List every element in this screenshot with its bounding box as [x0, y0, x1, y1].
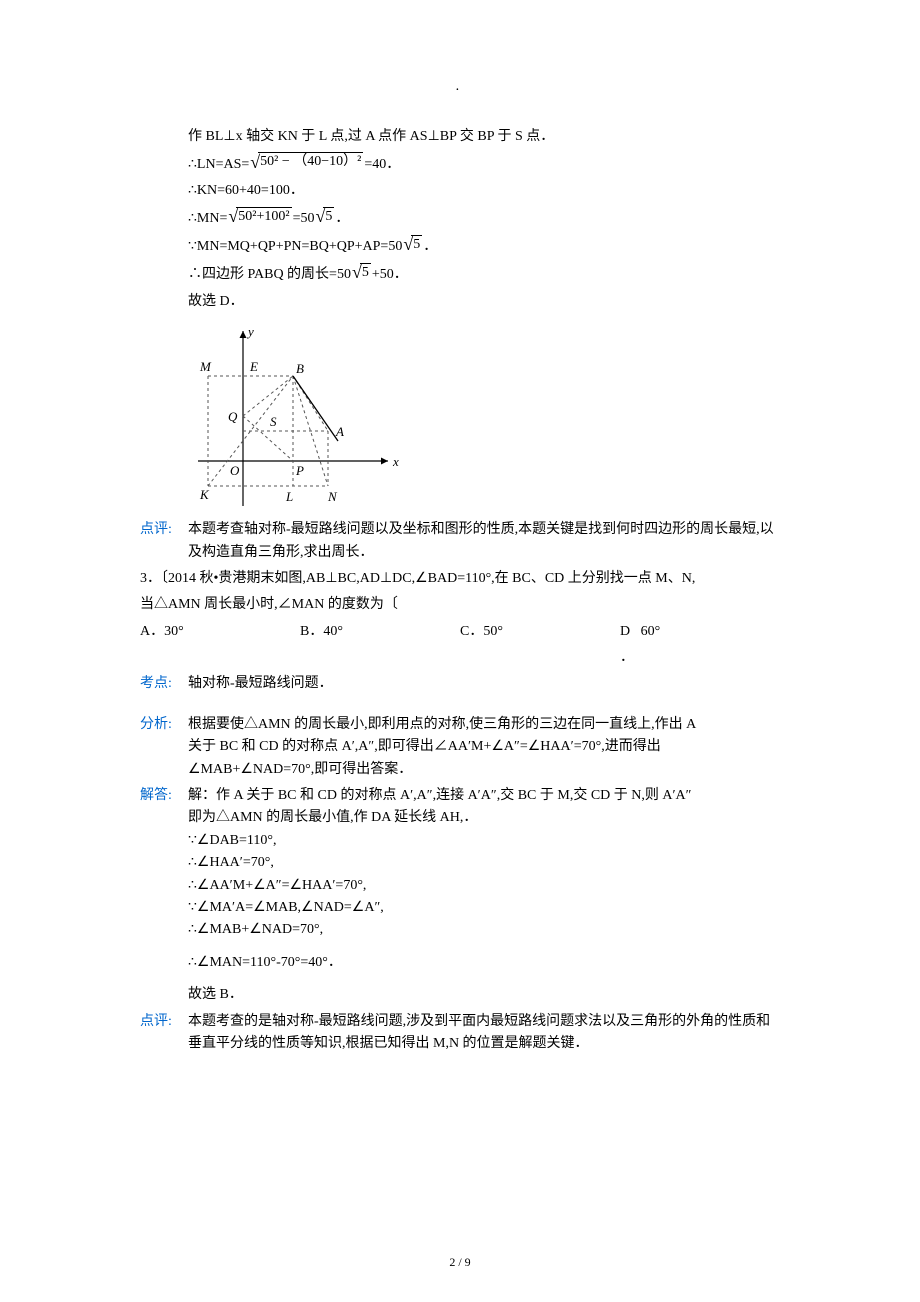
line: ∴MN= √ 50²+100² =50 √ 5 ． — [188, 207, 780, 231]
review-text-2: 本题考查的是轴对称-最短路线问题,涉及到平面内最短路线问题求法以及三角形的外角的… — [188, 1011, 780, 1056]
text: ∴四边形 PABQ 的周长=50 — [188, 264, 351, 286]
fenxi-line: ∠MAB+∠NAD=70°,即可得出答案． — [188, 759, 780, 781]
svg-text:E: E — [249, 359, 258, 374]
sqrt: √ 50² − （40−10）² — [250, 152, 363, 171]
option-b: B．40° — [300, 621, 460, 643]
svg-text:K: K — [199, 487, 210, 502]
radicand: 50² − （40−10）² — [258, 152, 363, 171]
text: =50 — [293, 208, 315, 230]
jieda-line: ∴∠MAB+∠NAD=70°, — [188, 919, 780, 941]
option-c: C．50° — [460, 621, 620, 643]
q3-stem-2: 当△AMN 周长最小时,∠MAN 的度数为〔 — [140, 594, 780, 616]
line: ∴LN=AS= √ 50² − （40−10）² =40． — [188, 152, 780, 176]
line: 作 BL⊥x 轴交 KN 于 L 点,过 A 点作 AS⊥BP 交 BP 于 S… — [188, 126, 780, 148]
jieda-line: ∵∠DAB=110°, — [188, 830, 780, 852]
page: ． 作 BL⊥x 轴交 KN 于 L 点,过 A 点作 AS⊥BP 交 BP 于… — [0, 0, 920, 1302]
review-text: 本题考查轴对称-最短路线问题以及坐标和图形的性质,本题关键是找到何时四边形的周长… — [188, 519, 780, 564]
solution-block-1: 作 BL⊥x 轴交 KN 于 L 点,过 A 点作 AS⊥BP 交 BP 于 S… — [140, 126, 780, 313]
svg-text:A: A — [335, 424, 344, 439]
fenxi-label: 分析: — [140, 714, 188, 781]
svg-text:M: M — [199, 359, 212, 374]
option-d-label: D — [620, 624, 630, 639]
jieda-line: ∴∠MAN=110°-70°=40°． — [188, 952, 780, 974]
review-label-2: 点评: — [140, 1011, 188, 1056]
review-block: 点评: 本题考查轴对称-最短路线问题以及坐标和图形的性质,本题关键是找到何时四边… — [140, 519, 780, 564]
fenxi-line: 关于 BC 和 CD 的对称点 A′,A″,即可得出∠AA′M+∠A″=∠HAA… — [188, 736, 780, 758]
page-number: 2 / 9 — [0, 1253, 920, 1272]
jieda-line: ∴∠HAA′=70°, — [188, 852, 780, 874]
line: ∴四边形 PABQ 的周长=50 √ 5 +50． — [188, 263, 780, 287]
radicand: 50²+100² — [236, 207, 291, 226]
svg-text:P: P — [295, 463, 304, 478]
option-d-dot: ． — [140, 647, 780, 669]
option-d-val: 60° — [641, 624, 661, 639]
text: =40． — [364, 154, 400, 176]
kaodian-block: 考点: 轴对称-最短路线问题． — [140, 673, 780, 695]
jieda-line: 即为△AMN 的周长最小值,作 DA 延长线 AH,． — [188, 807, 780, 829]
sqrt: √ 5 — [352, 263, 371, 282]
sqrt: √ 5 — [403, 235, 422, 254]
q3-stem-1: 3．〔2014 秋•贵港期末如图,AB⊥BC,AD⊥DC,∠BAD=110°,在… — [140, 568, 780, 590]
center-dot: ． — [140, 80, 780, 96]
line: ∴KN=60+40=100． — [188, 180, 780, 202]
text: ∴LN=AS= — [188, 154, 249, 176]
svg-text:O: O — [230, 463, 240, 478]
svg-text:x: x — [392, 454, 399, 469]
line: ∵MN=MQ+QP+PN=BQ+QP+AP=50 √ 5 ． — [188, 235, 780, 259]
radicand: 5 — [323, 207, 334, 226]
svg-text:N: N — [327, 489, 338, 504]
q3-options: A．30° B．40° C．50° D 60° — [140, 621, 780, 643]
fenxi-body: 根据要使△AMN 的周长最小,即利用点的对称,使三角形的三边在同一直线上,作出 … — [188, 714, 780, 781]
coord-svg: y x M E B Q S A O P K L N — [188, 321, 408, 511]
sqrt: √ 5 — [315, 207, 334, 226]
jieda-line: ∵∠MA′A=∠MAB,∠NAD=∠A″, — [188, 897, 780, 919]
text: ∴MN= — [188, 208, 227, 230]
svg-text:Q: Q — [228, 409, 238, 424]
jieda-line: 故选 B． — [188, 984, 780, 1006]
kaodian-text: 轴对称-最短路线问题． — [188, 673, 780, 695]
figure-coordinate: y x M E B Q S A O P K L N — [188, 321, 780, 511]
jieda-label: 解答: — [140, 785, 188, 1007]
option-d: D 60° — [620, 621, 780, 643]
jieda-body: 解：作 A 关于 BC 和 CD 的对称点 A′,A″,连接 A′A″,交 BC… — [188, 785, 780, 1007]
kaodian-label: 考点: — [140, 673, 188, 695]
review-block-2: 点评: 本题考查的是轴对称-最短路线问题,涉及到平面内最短路线问题求法以及三角形… — [140, 1011, 780, 1056]
radicand: 5 — [360, 263, 371, 282]
jieda-line: ∴∠AA′M+∠A″=∠HAA′=70°, — [188, 875, 780, 897]
jieda-block: 解答: 解：作 A 关于 BC 和 CD 的对称点 A′,A″,连接 A′A″,… — [140, 785, 780, 1007]
jieda-line: 解：作 A 关于 BC 和 CD 的对称点 A′,A″,连接 A′A″,交 BC… — [188, 785, 780, 807]
text: ． — [335, 208, 349, 230]
text: ． — [423, 236, 437, 258]
fenxi-block: 分析: 根据要使△AMN 的周长最小,即利用点的对称,使三角形的三边在同一直线上… — [140, 714, 780, 781]
review-label: 点评: — [140, 519, 188, 564]
text: ∵MN=MQ+QP+PN=BQ+QP+AP=50 — [188, 236, 402, 258]
option-a: A．30° — [140, 621, 300, 643]
svg-text:B: B — [296, 361, 304, 376]
question-3: 3．〔2014 秋•贵港期末如图,AB⊥BC,AD⊥DC,∠BAD=110°,在… — [140, 568, 780, 670]
radicand: 5 — [411, 235, 422, 254]
svg-text:L: L — [285, 489, 293, 504]
line: 故选 D． — [188, 291, 780, 313]
fenxi-line: 根据要使△AMN 的周长最小,即利用点的对称,使三角形的三边在同一直线上,作出 … — [188, 714, 780, 736]
text: +50． — [372, 264, 408, 286]
svg-text:S: S — [270, 414, 277, 429]
sqrt: √ 50²+100² — [228, 207, 291, 226]
svg-text:y: y — [246, 324, 254, 339]
